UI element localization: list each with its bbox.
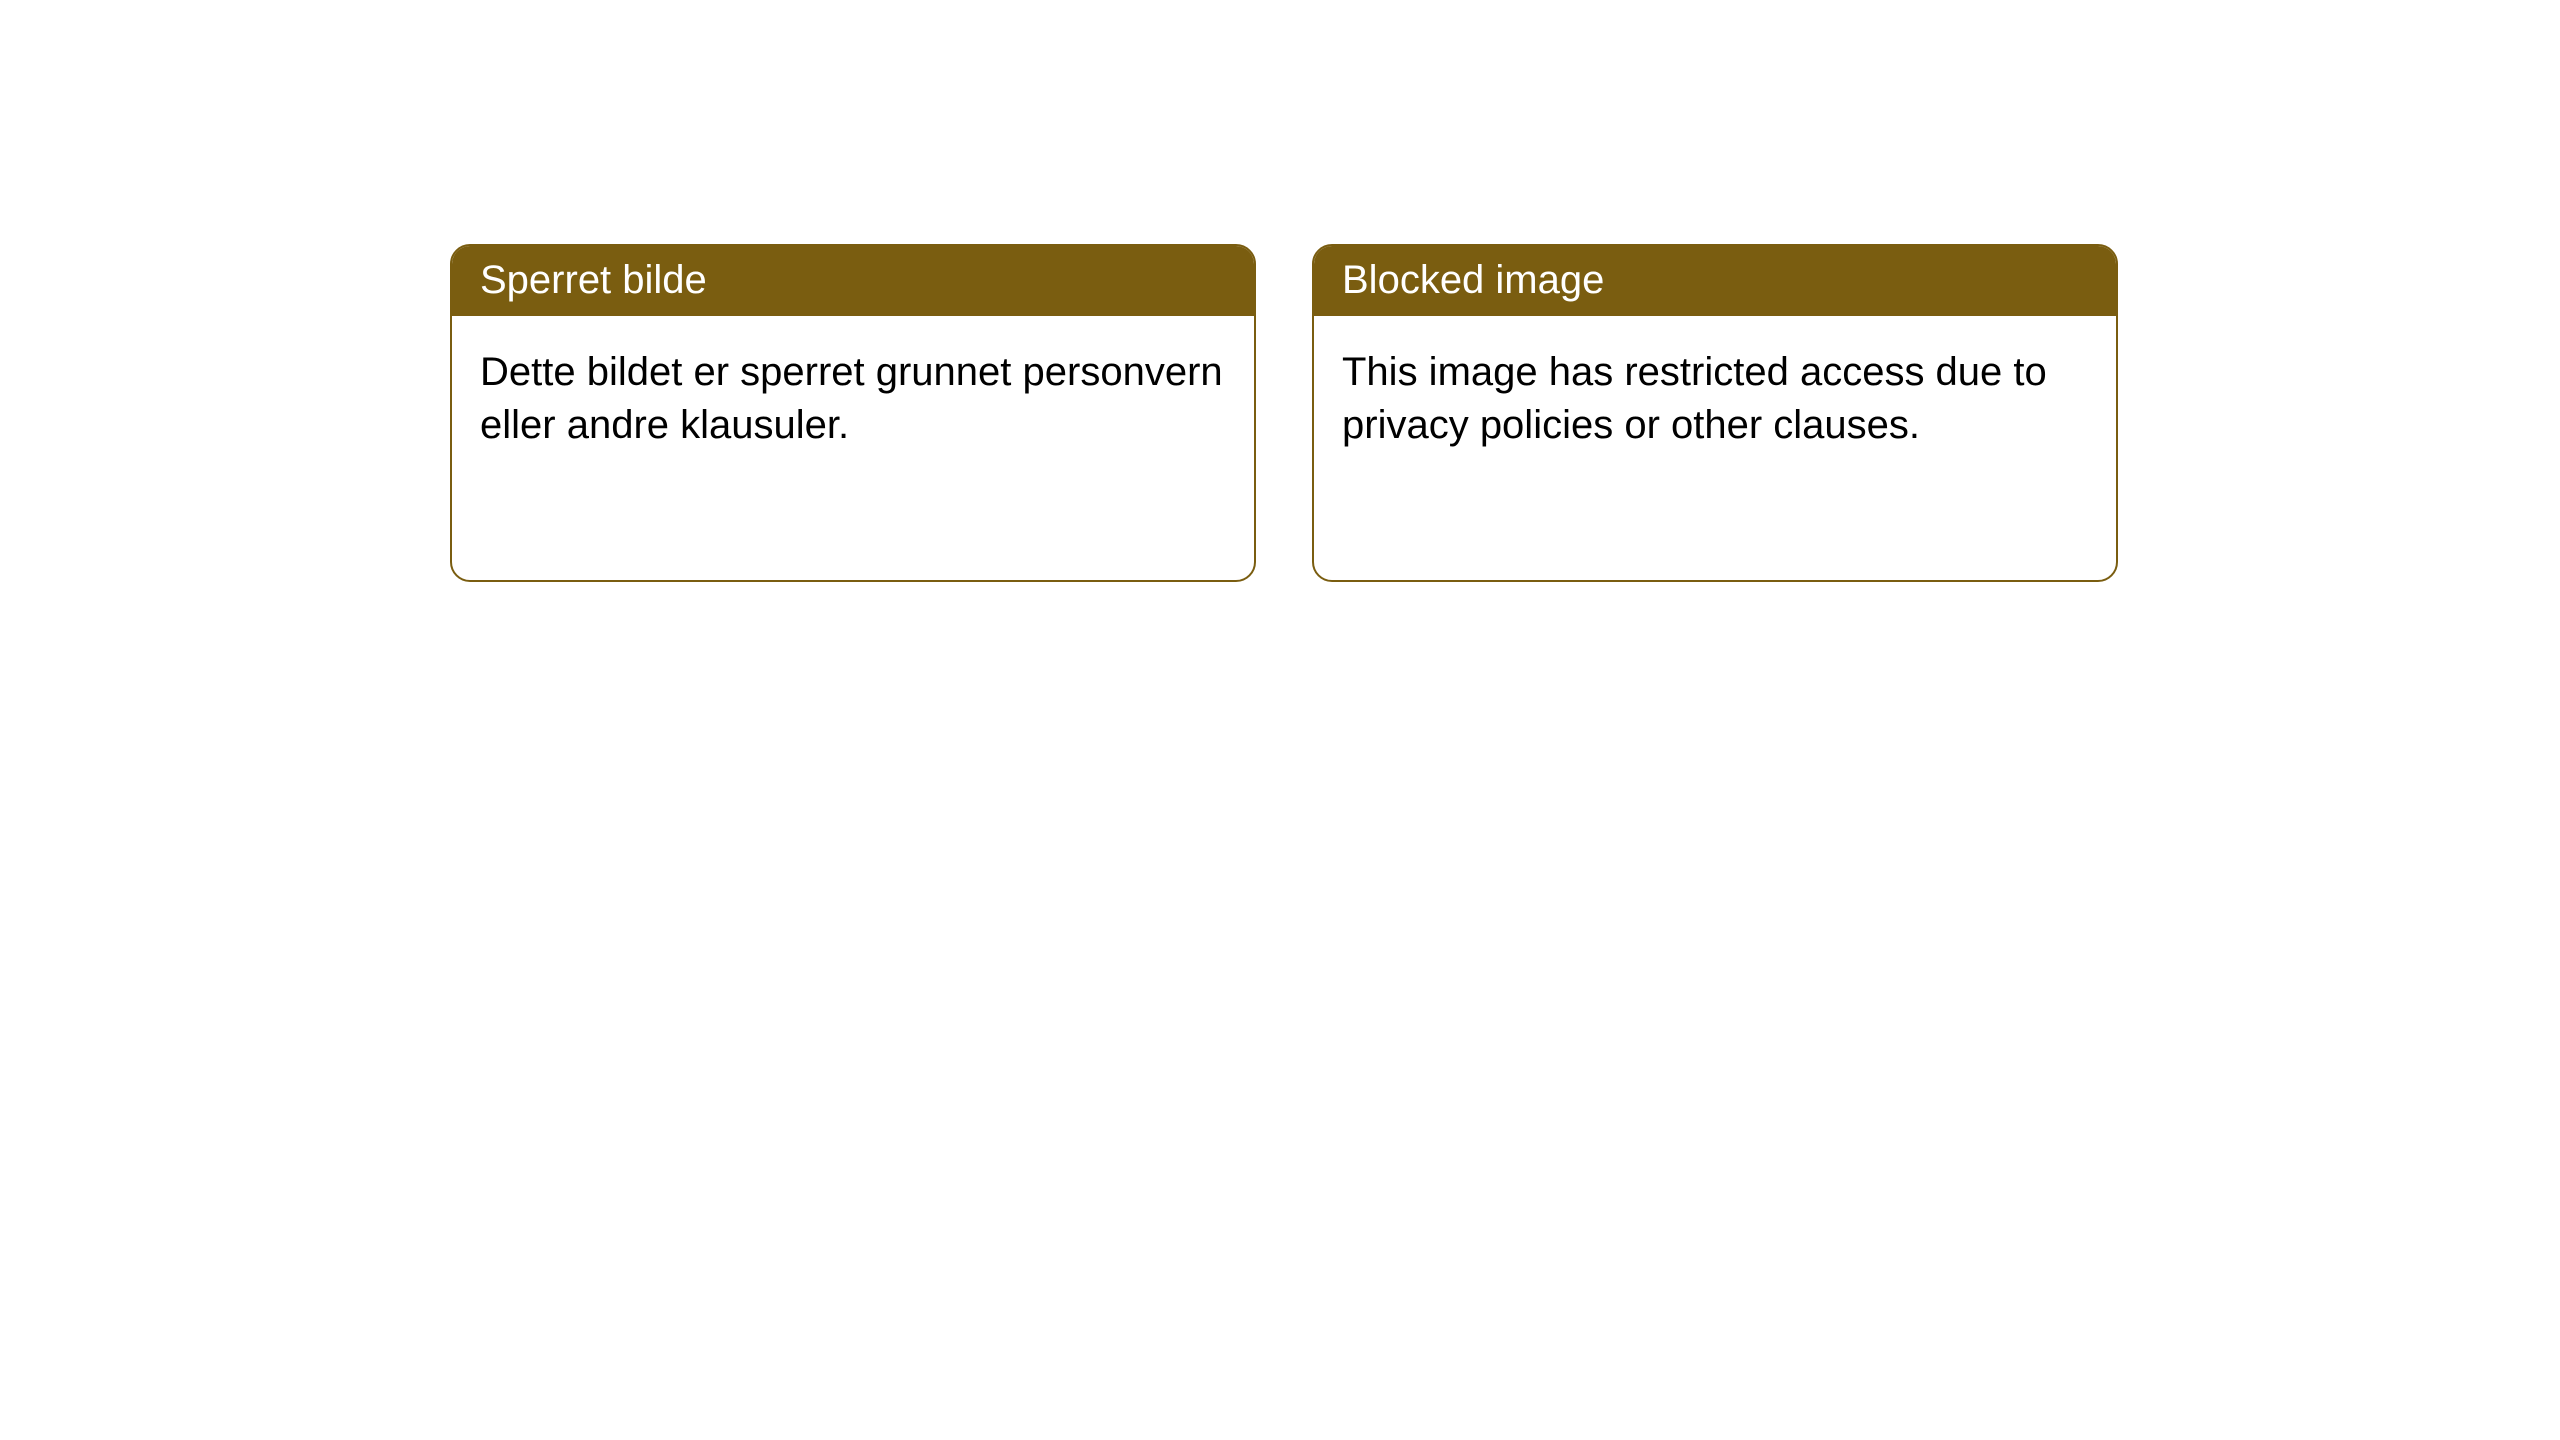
blocked-image-card-no: Sperret bilde Dette bildet er sperret gr… [450,244,1256,582]
card-body-no: Dette bildet er sperret grunnet personve… [452,316,1254,482]
card-body-en: This image has restricted access due to … [1314,316,2116,482]
card-header-no: Sperret bilde [452,246,1254,316]
card-header-en: Blocked image [1314,246,2116,316]
blocked-image-card-en: Blocked image This image has restricted … [1312,244,2118,582]
notice-container: Sperret bilde Dette bildet er sperret gr… [0,0,2560,582]
